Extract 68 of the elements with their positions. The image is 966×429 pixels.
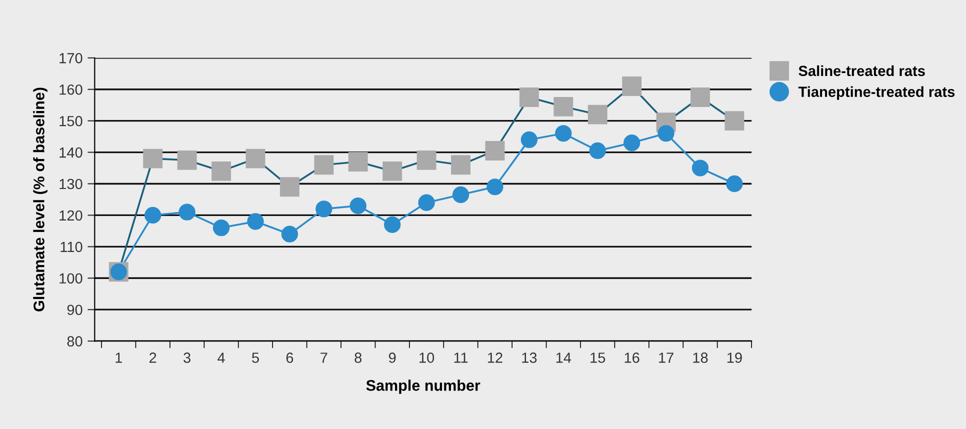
point (177, 150, 197, 170)
x-tick-label: 19 (727, 352, 742, 363)
y-tick-label: 140 (60, 147, 82, 158)
point (692, 160, 709, 176)
point (724, 111, 744, 131)
y-tick-label: 150 (60, 116, 82, 126)
point (418, 194, 435, 211)
point (348, 152, 368, 172)
x-tick-label: 1 (116, 352, 122, 363)
y-tick-label: 170 (60, 53, 82, 64)
point (316, 200, 332, 218)
point (519, 88, 539, 107)
x-tick-label: 12 (488, 352, 502, 363)
y-tick-label: 100 (60, 273, 82, 284)
x-tick-label: 11 (454, 352, 468, 363)
x-tick-label: 16 (624, 352, 640, 363)
x-tick-label: 5 (252, 352, 259, 363)
point (280, 177, 300, 197)
x-tick-label: 13 (522, 352, 537, 363)
y-tick-label: 120 (60, 210, 82, 221)
point (623, 134, 640, 152)
point (554, 96, 574, 116)
point (622, 76, 642, 96)
point (281, 226, 298, 242)
legend-label: Tianeptine-treated rats (798, 86, 955, 100)
point (382, 161, 402, 181)
x-axis-title: Sample number (366, 380, 480, 394)
point (452, 186, 470, 204)
y-tick-label: 160 (60, 84, 82, 95)
point (143, 148, 163, 168)
point (144, 206, 162, 224)
point (451, 155, 470, 175)
point (350, 197, 366, 214)
x-tick-label: 15 (590, 352, 606, 363)
point (520, 131, 538, 148)
x-tick-label: 4 (218, 352, 225, 363)
y-axis-title: Glutamate level (% of baseline) (33, 88, 48, 312)
point (212, 161, 231, 181)
point (314, 155, 334, 175)
y-tick-label: 80 (67, 336, 82, 346)
x-tick-label: 9 (388, 352, 396, 363)
x-tick-label: 3 (184, 352, 190, 363)
x-tick-label: 2 (150, 352, 156, 363)
point (726, 175, 743, 192)
point (246, 148, 266, 168)
x-tick-label: 18 (693, 352, 708, 363)
x-tick-label: 17 (659, 352, 674, 363)
legend-label: Saline-treated rats (798, 65, 925, 76)
x-tick-label: 10 (420, 352, 434, 363)
point (178, 204, 196, 220)
x-tick-label: 6 (286, 352, 294, 363)
point (588, 104, 608, 124)
point (690, 88, 710, 107)
y-tick-label: 130 (60, 178, 82, 190)
point (247, 213, 264, 230)
x-tick-label: 14 (556, 352, 572, 363)
point (555, 125, 572, 142)
point (589, 142, 606, 160)
point (658, 125, 674, 142)
x-tick-label: 8 (354, 352, 362, 363)
point (485, 141, 505, 160)
point (416, 150, 436, 170)
point (384, 216, 401, 233)
point (486, 178, 504, 196)
y-tick-label: 110 (60, 242, 82, 252)
y-tick-label: 90 (67, 304, 82, 316)
x-tick-label: 7 (320, 352, 328, 363)
point (212, 219, 230, 236)
